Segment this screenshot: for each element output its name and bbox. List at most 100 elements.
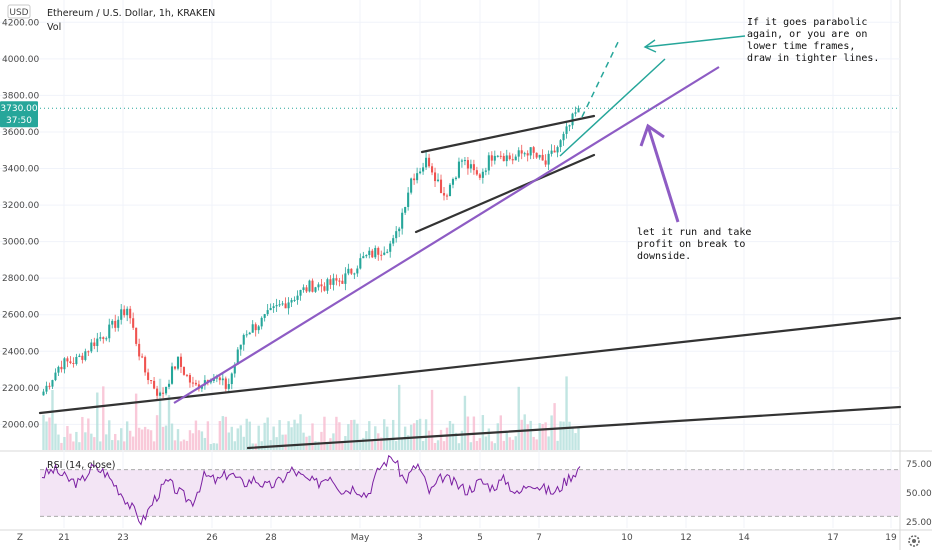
x-tick-label: 19 <box>885 533 897 543</box>
candle-body <box>179 356 183 367</box>
parabolic-note-line: draw in tighter lines. <box>747 53 879 64</box>
volume-bar <box>239 425 242 450</box>
candle-body <box>380 254 383 256</box>
candle-body <box>392 238 395 244</box>
volume-bar <box>278 420 281 450</box>
volume-bar <box>108 420 111 450</box>
candle-body <box>269 308 272 311</box>
candle-body <box>314 287 317 292</box>
volume-bar <box>63 437 66 450</box>
volume-bar <box>167 395 171 450</box>
candle-body <box>147 372 150 381</box>
candle-body <box>475 170 478 175</box>
candle-body <box>517 150 520 157</box>
volume-bar <box>565 376 568 450</box>
volume-bar <box>48 417 51 450</box>
candle-body <box>395 231 398 239</box>
candle-body <box>460 160 463 162</box>
volume-bar <box>125 421 129 450</box>
volume-bar <box>344 436 347 450</box>
rsi-band <box>40 469 900 517</box>
volume-bar <box>128 430 132 450</box>
volume-bar <box>559 421 562 450</box>
candle-body <box>401 212 404 229</box>
candle-body <box>51 380 54 387</box>
candle-body <box>272 306 275 309</box>
candle-body <box>362 256 365 259</box>
y-tick-label: 3600.00 <box>2 128 39 138</box>
price-tag <box>0 101 38 128</box>
candle-body <box>266 310 269 315</box>
volume-bar <box>478 438 482 450</box>
x-tick-label: 21 <box>58 533 69 543</box>
volume-bar <box>421 441 425 450</box>
candle-body <box>218 377 221 381</box>
volume-bar <box>484 436 488 450</box>
wedge-upper-line <box>420 114 596 154</box>
candle-body <box>457 161 460 178</box>
candle-body <box>275 305 278 307</box>
volume-bar <box>287 421 290 450</box>
volume-bar <box>284 434 287 450</box>
volume-bar <box>227 432 231 450</box>
candle-body <box>568 125 571 127</box>
candle-body <box>559 140 562 148</box>
volume-bar <box>371 440 374 450</box>
volume-bar <box>389 438 392 450</box>
candlesticks[interactable] <box>42 105 580 401</box>
candle-body <box>425 157 428 168</box>
volume-bar <box>221 416 225 450</box>
volume-bar <box>571 427 574 450</box>
volume-bar <box>209 443 213 450</box>
candle-body <box>164 386 168 394</box>
volume-bar <box>275 437 278 450</box>
volume-bar <box>439 429 443 450</box>
candle-body <box>550 150 553 154</box>
volume-bar <box>134 393 138 450</box>
candle-body <box>439 179 443 194</box>
candle-body <box>281 303 284 305</box>
rsi-pane[interactable] <box>40 454 900 526</box>
volume-bar <box>538 423 541 450</box>
volume-bar <box>326 442 329 450</box>
candle-body <box>386 251 389 253</box>
trendline-drawings[interactable] <box>38 35 902 450</box>
x-tick-label: May <box>351 533 370 543</box>
volume-bar <box>362 437 365 450</box>
candle-body <box>227 384 230 389</box>
volume-bar <box>418 418 422 450</box>
volume-bar <box>45 421 48 450</box>
candle-body <box>299 289 302 296</box>
candle-body <box>389 243 392 252</box>
volume-bar <box>490 441 494 450</box>
volume-bar <box>502 440 505 450</box>
y-tick-label: 2000.00 <box>2 420 39 430</box>
price-tag-value: 3730.00 <box>0 104 37 114</box>
candle-body <box>496 155 499 157</box>
trendline-long-lower <box>246 405 902 450</box>
candle-body <box>239 344 242 350</box>
candle-body <box>170 366 174 384</box>
candle-body <box>341 280 344 284</box>
candle-body <box>78 355 81 357</box>
candle-body <box>478 174 481 178</box>
volume-bar <box>87 418 90 450</box>
candle-body <box>126 308 129 316</box>
volume-bar <box>266 417 269 450</box>
volume-bar <box>341 441 344 450</box>
volume-bar <box>553 403 556 450</box>
candle-body <box>111 320 114 325</box>
volume-bar <box>442 441 446 450</box>
candle-body <box>371 250 374 258</box>
volume-bar <box>269 440 272 450</box>
volume-bar <box>218 421 222 450</box>
volume-bar <box>170 423 174 450</box>
candle-body <box>45 385 48 392</box>
volume-bar <box>308 435 311 450</box>
candle-body <box>84 351 87 360</box>
volume-bar <box>415 420 419 450</box>
candle-body <box>344 273 347 284</box>
volume-bar <box>242 436 245 450</box>
